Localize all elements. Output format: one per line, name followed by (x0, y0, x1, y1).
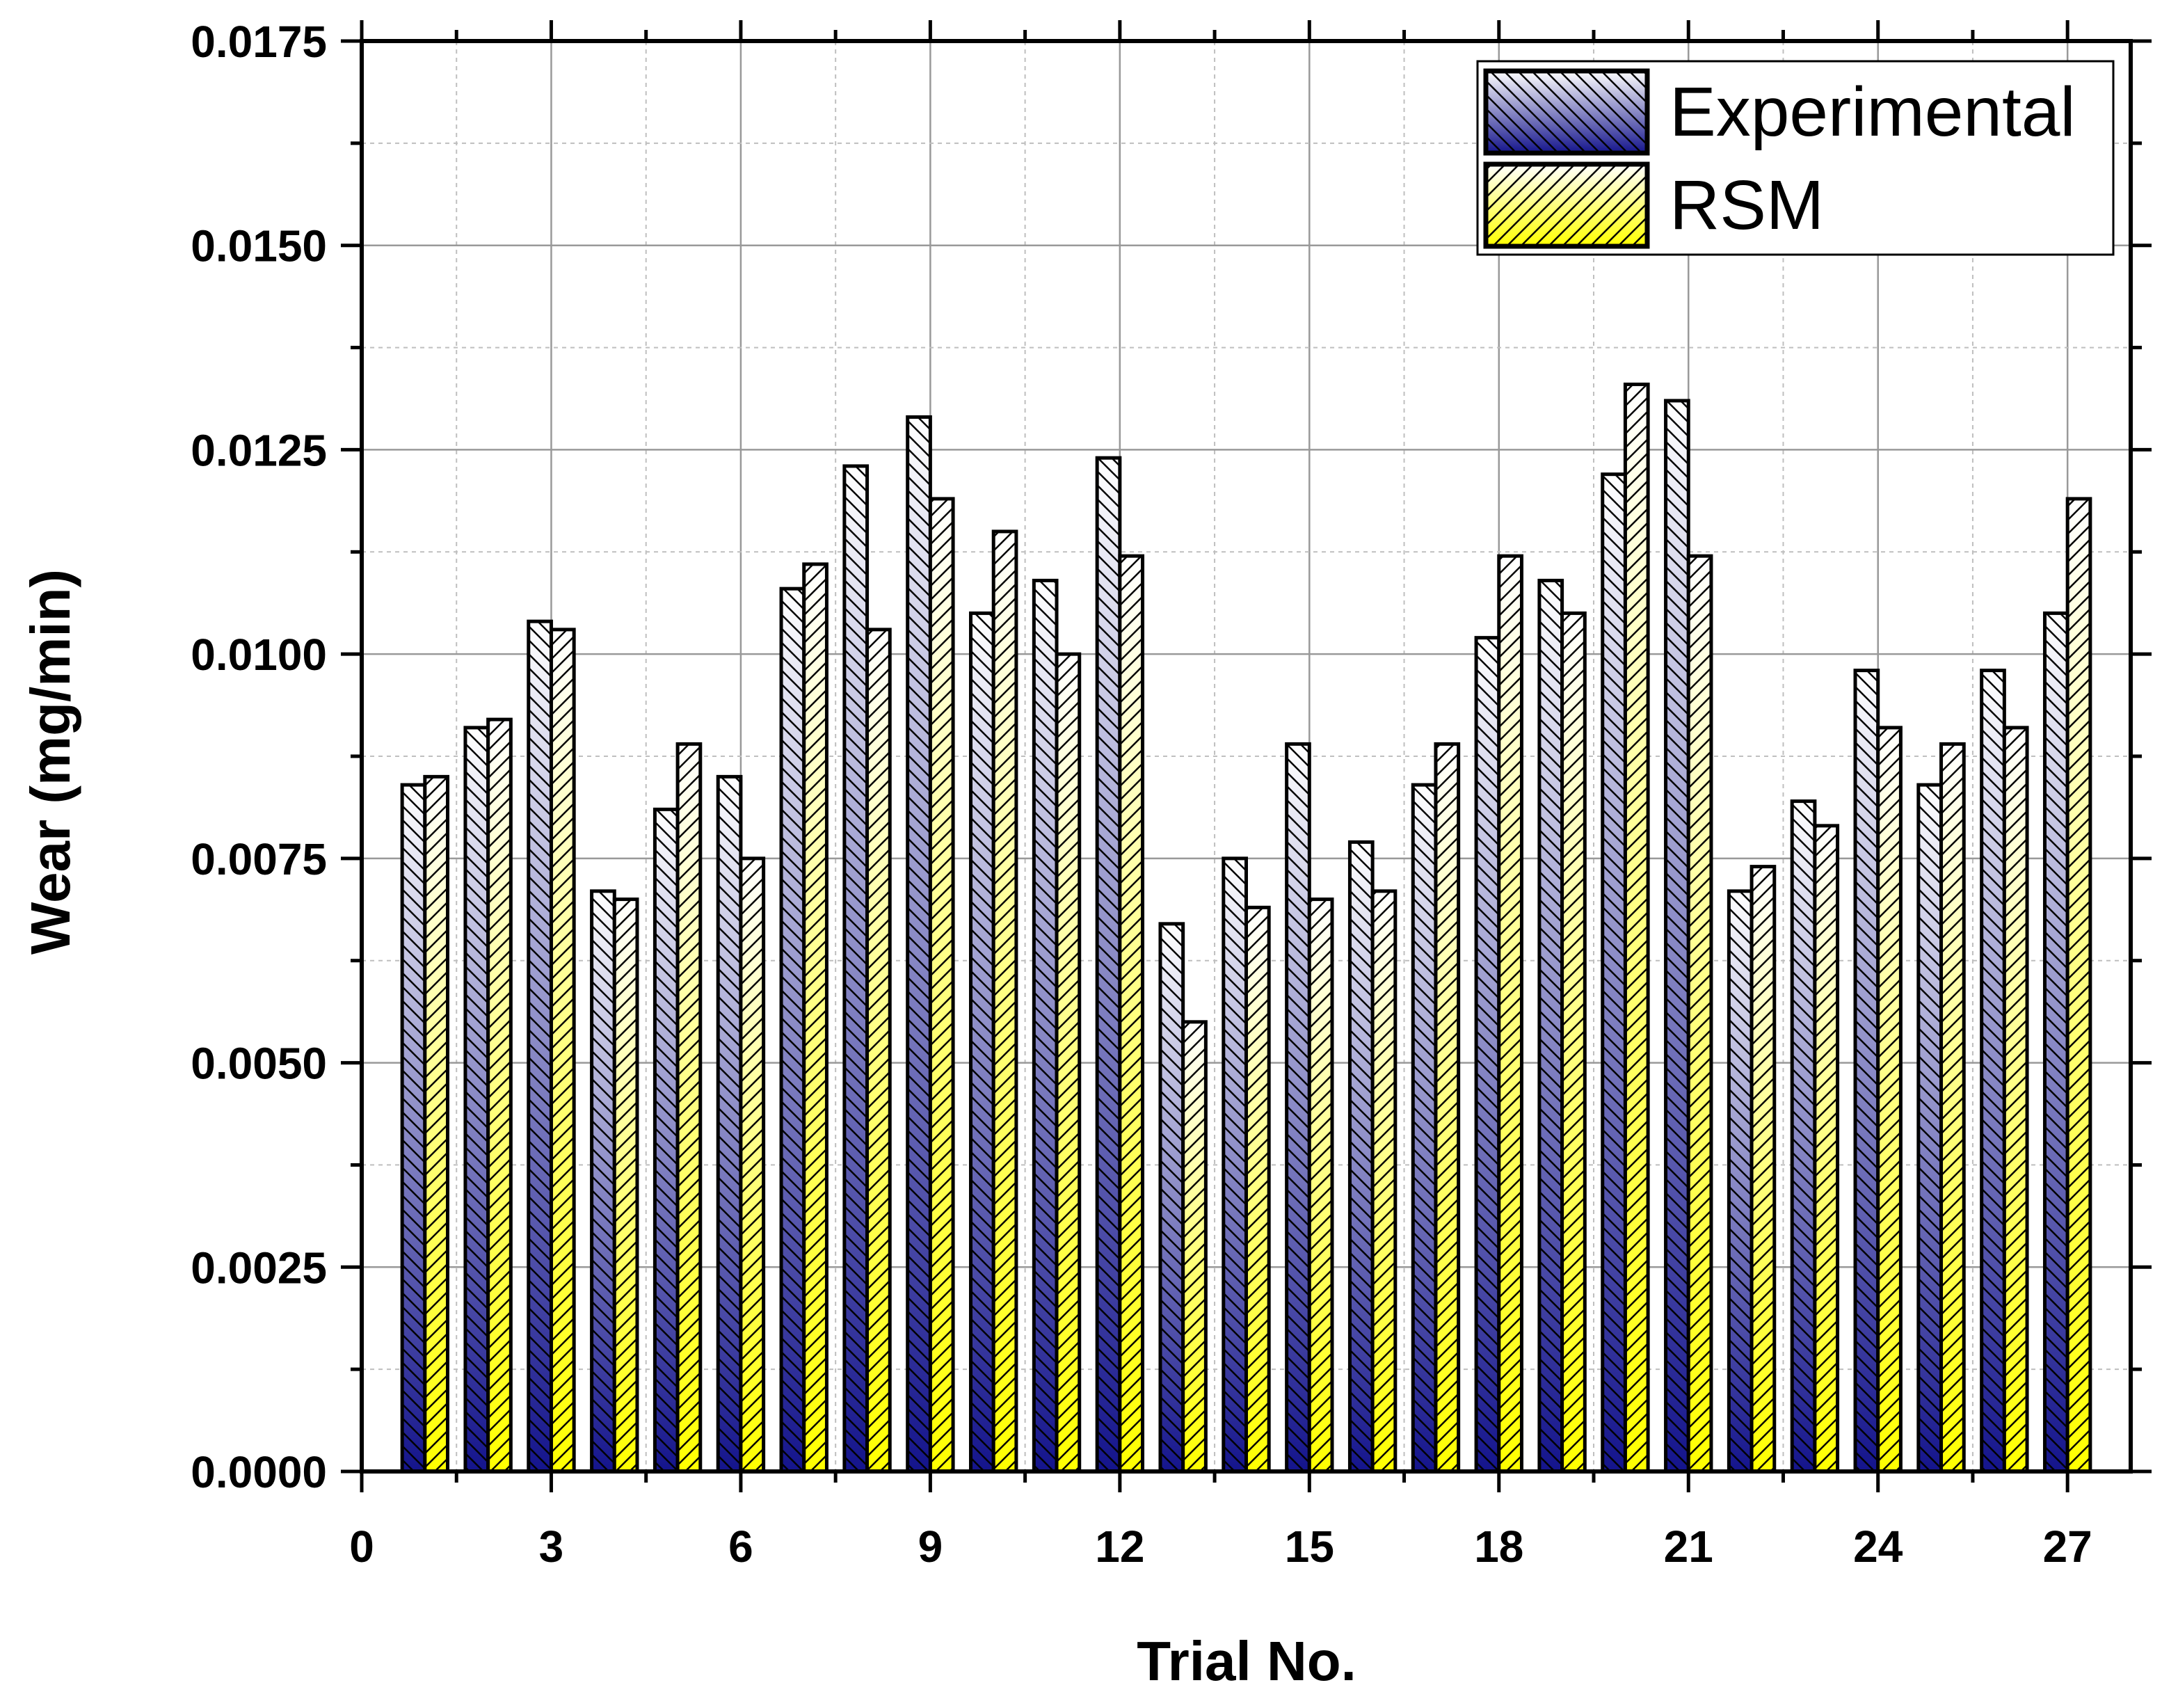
bar-hatch-experimental-13 (1158, 922, 1185, 1474)
x-tick-label: 24 (1853, 1522, 1903, 1572)
y-tick-label: 0.0000 (191, 1447, 327, 1497)
bar-hatch-experimental-3 (527, 619, 553, 1474)
bar-hatch-rsm-26 (2002, 726, 2029, 1474)
bar-hatch-rsm-17 (1434, 742, 1461, 1474)
bar-hatch-rsm-21 (1686, 554, 1713, 1474)
x-tick-label: 3 (539, 1522, 564, 1572)
bar-hatch-experimental-11 (1032, 578, 1059, 1474)
legend-item-rsm: RSM (1483, 161, 1824, 249)
bar-hatch-experimental-12 (1095, 456, 1122, 1474)
bar-hatch-experimental-5 (652, 807, 680, 1474)
bar-hatch-rsm-10 (991, 529, 1018, 1474)
bar-hatch-experimental-26 (1980, 669, 2006, 1474)
legend-label-experimental: Experimental (1669, 73, 2076, 151)
bar-hatch-rsm-25 (1939, 742, 1966, 1474)
y-tick-label: 0.0100 (191, 630, 327, 680)
bar-hatch-rsm-16 (1370, 889, 1398, 1474)
y-tick-label: 0.0075 (191, 834, 327, 884)
bar-hatch-experimental-18 (1474, 636, 1501, 1474)
bar-hatch-rsm-19 (1560, 611, 1587, 1474)
bar-hatch-rsm-2 (486, 717, 513, 1474)
bar-hatch-rsm-6 (739, 856, 766, 1474)
bar-hatch-experimental-21 (1664, 399, 1690, 1474)
bar-hatch-rsm-5 (675, 742, 703, 1474)
y-tick-label: 0.0175 (191, 17, 327, 67)
bar-hatch-experimental-2 (463, 726, 490, 1474)
y-tick-label: 0.0050 (191, 1039, 327, 1089)
bar-hatch-rsm-15 (1307, 897, 1334, 1474)
x-tick-label: 0 (349, 1522, 374, 1572)
bar-hatch-rsm-3 (549, 628, 576, 1474)
bar-hatch-experimental-1 (400, 783, 427, 1474)
bar-hatch-experimental-22 (1727, 889, 1754, 1474)
bar-hatch-experimental-17 (1411, 783, 1438, 1474)
bar-hatch-experimental-4 (590, 889, 616, 1474)
bar-hatch-experimental-14 (1222, 856, 1249, 1474)
bar-hatch-rsm-13 (1181, 1020, 1208, 1474)
legend-swatch-rsm-hatch (1486, 164, 1647, 246)
bar-hatch-experimental-6 (716, 774, 743, 1474)
bar-hatch-experimental-7 (779, 586, 806, 1474)
legend: Experimental RSM (1476, 60, 2115, 256)
bar-hatch-experimental-19 (1537, 578, 1564, 1474)
bar-hatch-experimental-16 (1347, 840, 1375, 1474)
bar-hatch-rsm-20 (1623, 382, 1650, 1474)
bar-hatch-rsm-1 (423, 774, 450, 1474)
bar-hatch-experimental-24 (1853, 669, 1880, 1474)
y-tick-label: 0.0025 (191, 1243, 327, 1293)
bars (400, 382, 2092, 1474)
bar-hatch-experimental-20 (1601, 472, 1627, 1474)
x-tick-label: 6 (728, 1522, 753, 1572)
x-tick-label: 27 (2043, 1522, 2092, 1572)
bar-hatch-experimental-10 (969, 611, 995, 1474)
x-tick-label: 9 (918, 1522, 943, 1572)
y-tick-label: 0.0150 (191, 221, 327, 271)
legend-item-experimental: Experimental (1483, 68, 2076, 156)
bar-hatch-rsm-11 (1055, 652, 1082, 1474)
bar-hatch-rsm-22 (1749, 865, 1777, 1474)
bar-hatch-rsm-12 (1118, 554, 1145, 1474)
bar-hatch-experimental-25 (1916, 783, 1944, 1474)
legend-label-rsm: RSM (1669, 166, 1824, 244)
axes: 0 3 6 9 12 15 18 21 24 27 0.0000 0.0025 0.0050 0.0075… (191, 17, 2152, 1572)
bar-hatch-rsm-14 (1244, 905, 1271, 1474)
x-axis-title: Trial No. (1137, 1630, 1356, 1692)
y-axis-title: Wear (mg/min) (19, 569, 81, 955)
bar-hatch-rsm-27 (2065, 497, 2092, 1474)
bar-hatch-experimental-15 (1285, 742, 1311, 1474)
bar-hatch-rsm-18 (1497, 554, 1523, 1474)
bar-hatch-rsm-7 (802, 562, 828, 1474)
x-tick-label: 15 (1285, 1522, 1334, 1572)
bar-hatch-experimental-8 (842, 464, 870, 1474)
bar-hatch-experimental-23 (1790, 799, 1817, 1474)
bar-hatch-rsm-9 (928, 497, 955, 1474)
x-tick-label: 12 (1095, 1522, 1144, 1572)
bar-hatch-experimental-27 (2042, 611, 2069, 1474)
x-tick-label: 18 (1474, 1522, 1523, 1572)
bar-hatch-rsm-23 (1813, 824, 1840, 1474)
bar-hatch-experimental-9 (906, 415, 932, 1474)
x-tick-label: 21 (1664, 1522, 1713, 1572)
bar-hatch-rsm-8 (865, 628, 892, 1474)
legend-swatch-experimental-hatch (1486, 71, 1647, 153)
bar-hatch-rsm-4 (612, 897, 639, 1474)
bar-hatch-rsm-24 (1876, 726, 1903, 1474)
y-tick-label: 0.0125 (191, 425, 327, 475)
